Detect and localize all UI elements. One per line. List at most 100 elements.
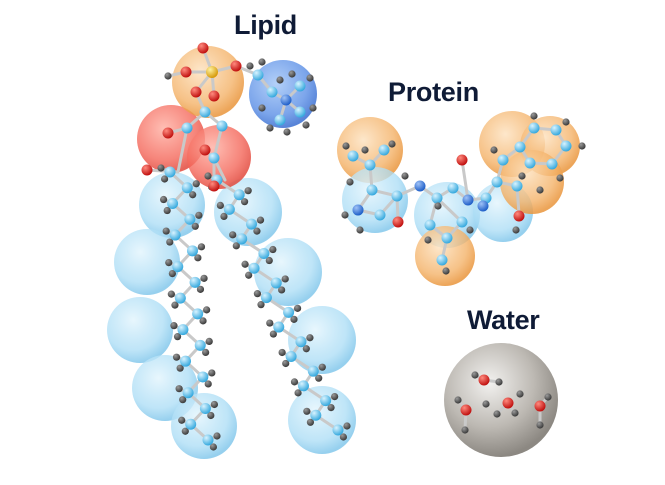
- hydrogen-atom: [290, 378, 299, 386]
- carbon-atom: [246, 218, 258, 230]
- hydrogen-atom: [278, 286, 286, 294]
- carbon-atom: [514, 141, 526, 153]
- protein-label: Protein: [388, 77, 479, 107]
- phosphorus-atom: [206, 66, 218, 78]
- lipid-label: Lipid: [234, 10, 297, 40]
- hydrogen-atom: [220, 212, 228, 221]
- hydrogen-atom: [303, 407, 311, 415]
- hydrogen-atom: [205, 337, 213, 346]
- carbon-atom: [378, 144, 390, 156]
- hydrogen-atom: [232, 242, 240, 250]
- hydrogen-atom: [157, 164, 165, 172]
- hydrogen-atom: [256, 216, 265, 224]
- carbon-atom: [497, 154, 509, 166]
- hydrogen-atom: [461, 426, 469, 434]
- carbon-atom: [181, 182, 193, 194]
- hydrogen-atom: [516, 390, 524, 398]
- carbon-atom: [294, 106, 306, 118]
- carbon-atom: [294, 80, 306, 92]
- hydrogen-atom: [202, 348, 210, 357]
- carbon-atom: [550, 124, 562, 136]
- hydrogen-atom: [518, 172, 526, 180]
- hydrogen-atom: [170, 322, 178, 330]
- hydrogen-atom: [309, 104, 317, 112]
- oxygen-atom: [534, 400, 546, 412]
- hydrogen-atom: [266, 319, 274, 327]
- hydrogen-atom: [167, 290, 175, 298]
- hydrogen-atom: [471, 371, 479, 379]
- carbon-atom: [364, 159, 376, 171]
- hydrogen-atom: [161, 175, 169, 183]
- hydrogen-atom: [253, 290, 262, 298]
- hydrogen-atom: [388, 140, 396, 148]
- carbon-atom: [199, 402, 211, 414]
- carbon-atom: [199, 106, 211, 118]
- carbon-atom: [270, 277, 282, 289]
- carbon-atom: [260, 292, 272, 304]
- hydrogen-atom: [253, 227, 261, 235]
- carbon-atom: [456, 216, 468, 228]
- hydrogen-atom: [283, 128, 291, 136]
- hydrogen-atom: [208, 369, 216, 377]
- oxygen-atom: [208, 180, 220, 192]
- carbon-atom: [285, 350, 297, 362]
- hydrogen-atom: [189, 191, 197, 199]
- hydrogen-atom: [240, 198, 249, 206]
- nitrogen-atom: [414, 180, 426, 192]
- hydrogen-atom: [229, 231, 237, 239]
- hydrogen-atom: [536, 421, 544, 429]
- hydrogen-atom: [342, 142, 350, 150]
- hydrogen-atom: [434, 202, 442, 210]
- hydrogen-atom: [512, 226, 520, 234]
- hydrogen-atom: [401, 172, 409, 180]
- hydrogen-atom: [466, 226, 474, 234]
- carbon-atom: [528, 122, 540, 134]
- hydrogen-atom: [245, 271, 253, 279]
- carbon-atom: [436, 254, 448, 266]
- water-label: Water: [467, 305, 540, 335]
- carbon-atom: [192, 308, 204, 320]
- hydrogen-atom: [199, 317, 207, 325]
- hydrogen-atom: [530, 112, 538, 120]
- hydrogen-atom: [302, 345, 310, 353]
- carbon-atom: [431, 192, 443, 204]
- carbon-atom: [236, 233, 248, 245]
- hydrogen-atom: [341, 211, 349, 219]
- lipid-tail-bead: [214, 178, 282, 246]
- hydrogen-atom: [166, 238, 174, 246]
- lipid-tail-bead: [114, 229, 180, 295]
- carbon-atom: [441, 232, 453, 244]
- hydrogen-atom: [172, 353, 181, 361]
- oxygen-atom: [460, 404, 472, 416]
- hydrogen-atom: [454, 396, 462, 404]
- hydrogen-atom: [176, 364, 184, 372]
- hydrogen-atom: [191, 222, 199, 230]
- carbon-atom: [295, 336, 307, 348]
- hydrogen-atom: [293, 304, 302, 312]
- hydrogen-atom: [164, 72, 172, 80]
- hydrogen-atom: [171, 301, 179, 309]
- carbon-atom: [252, 69, 264, 81]
- hydrogen-atom: [442, 267, 450, 275]
- oxygen-atom: [392, 216, 404, 228]
- hydrogen-atom: [265, 256, 273, 265]
- carbon-atom: [274, 114, 286, 126]
- hydrogen-atom: [258, 58, 266, 66]
- oxygen-atom: [197, 42, 209, 54]
- oxygen-atom: [199, 144, 211, 156]
- carbon-atom: [181, 122, 193, 134]
- carbon-atom: [307, 365, 319, 377]
- carbon-atom: [216, 120, 228, 132]
- carbon-atom: [185, 418, 197, 430]
- carbon-atom: [186, 245, 198, 257]
- hydrogen-atom: [302, 121, 310, 129]
- carbon-atom: [447, 182, 459, 194]
- carbon-atom: [366, 184, 378, 196]
- hydrogen-atom: [181, 427, 189, 435]
- lipid-phosphate-bead: [172, 46, 244, 118]
- nitrogen-atom: [280, 94, 292, 106]
- hydrogen-atom: [207, 411, 215, 420]
- hydrogen-atom: [281, 275, 289, 283]
- hydrogen-atom: [495, 378, 503, 386]
- hydrogen-atom: [204, 172, 212, 180]
